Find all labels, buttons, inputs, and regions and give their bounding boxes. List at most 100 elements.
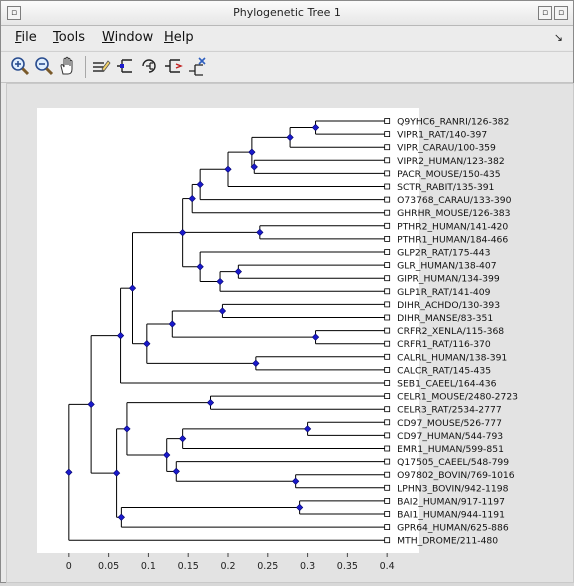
leaf-label: CRFR2_XENLA/115-368 (397, 326, 504, 337)
leaf-marker (384, 288, 391, 295)
rotate-branch-icon[interactable] (138, 55, 160, 77)
leaf-label: CELR3_RAT/2534-2777 (397, 405, 502, 416)
leaf-marker (384, 458, 391, 465)
leaf-label: BAI2_HUMAN/917-1197 (397, 496, 505, 507)
leaf-label: Q17505_CAEEL/548-799 (397, 457, 509, 468)
leaf-label: VIPR2_HUMAN/123-382 (397, 156, 505, 167)
leaf-marker (384, 393, 391, 400)
toolbar (1, 51, 573, 83)
leaf-marker (384, 366, 391, 373)
tree-node (163, 451, 171, 459)
plot-area[interactable]: Q9YHC6_RANRI/126-382 VIPR1_RAT/140-397 VIP… (6, 83, 574, 583)
prune-icon[interactable] (186, 55, 208, 77)
leaf-marker (384, 170, 391, 177)
rename-icon[interactable] (90, 55, 112, 77)
leaf-marker (384, 524, 391, 531)
leaf-marker (384, 471, 391, 478)
leaf-marker (384, 445, 391, 452)
tree-node (224, 165, 232, 173)
x-tick-label: 0.1 (141, 561, 156, 572)
title-bar[interactable]: ▫ Phylogenetic Tree 1 ▫ ▫ (1, 1, 573, 26)
leaf-marker (384, 262, 391, 269)
leaf-marker (384, 484, 391, 491)
tree-node (311, 123, 320, 132)
zoom-in-icon[interactable] (9, 55, 31, 77)
leaf-label: PTHR1_HUMAN/184-466 (397, 234, 508, 245)
leaf-marker (384, 340, 391, 347)
leaf-label: GHRHR_MOUSE/126-383 (397, 208, 510, 219)
x-tick-label: 0.05 (98, 561, 119, 572)
leaf-label: CRFR1_RAT/116-370 (397, 339, 491, 350)
leaf-label: GLR_HUMAN/138-407 (397, 261, 497, 272)
leaf-label: PTHR2_HUMAN/141-420 (397, 221, 508, 232)
tree-node (196, 263, 204, 271)
tree-node (179, 435, 187, 443)
tree-node (179, 229, 187, 237)
tree-node (112, 469, 121, 477)
leaf-label: CALRL_HUMAN/138-391 (397, 352, 507, 363)
leaf-marker (384, 380, 391, 386)
tree-node (128, 284, 137, 292)
tree-node (234, 268, 242, 276)
leaf-label: GLP1R_RAT/141-409 (397, 287, 490, 298)
tree-node (252, 359, 260, 367)
leaf-label: EMR1_HUMAN/599-851 (397, 444, 504, 455)
tree-node (196, 180, 204, 189)
window-menu-button[interactable]: ▫ (7, 6, 21, 20)
leaf-label: GIPR_HUMAN/134-399 (397, 274, 500, 285)
leaf-label: LPHN3_BOVIN/942-1198 (397, 483, 508, 494)
leaf-marker (384, 353, 391, 360)
leaf-label: O73768_CARAU/133-390 (397, 195, 511, 206)
zoom-out-icon[interactable] (33, 55, 55, 77)
leaf-label: VIPR_CARAU/100-359 (397, 143, 496, 154)
toolbar-separator (85, 56, 86, 78)
leaf-marker (384, 511, 391, 517)
tree-node (65, 468, 73, 476)
leaf-label: DIHR_MANSE/83-351 (397, 313, 493, 324)
x-tick-label: 0.35 (337, 561, 358, 572)
leaf-label: BAI1_HUMAN/944-1191 (397, 510, 505, 521)
menu-help[interactable]: Help (164, 30, 194, 45)
close-button[interactable]: ▫ (554, 6, 568, 20)
leaf-marker (384, 314, 391, 321)
x-tick-label: 0.15 (178, 561, 199, 572)
tree-node (188, 194, 196, 203)
x-tick-label: 0 (66, 561, 72, 572)
corner-arrow-icon[interactable]: ↘ (553, 31, 563, 44)
leaf-marker (384, 222, 391, 229)
tree-node (292, 477, 300, 485)
leaf-marker (384, 196, 391, 203)
leaf-marker (384, 131, 391, 137)
minimize-button[interactable]: ▫ (538, 6, 552, 20)
x-tick-label: 0.2 (220, 561, 235, 572)
tree-node (216, 277, 224, 286)
tree-node (250, 163, 258, 171)
leaf-label: MTH_DROME/211-480 (397, 536, 498, 547)
tree-node (296, 503, 304, 512)
leaf-marker (384, 327, 391, 334)
leaf-marker (384, 406, 391, 413)
menu-tools[interactable]: Tools (53, 30, 86, 45)
tree-node (303, 425, 312, 433)
tree-node (87, 400, 95, 408)
x-tick-label: 0.3 (300, 561, 315, 572)
collapse-branch-icon[interactable] (114, 55, 136, 77)
menu-file[interactable]: File (15, 30, 37, 45)
tree-node (206, 399, 215, 407)
pan-hand-icon[interactable] (57, 55, 79, 77)
leaf-label: VIPR1_RAT/140-397 (397, 130, 487, 141)
phylogenetic-tree-chart[interactable]: Q9YHC6_RANRI/126-382 VIPR1_RAT/140-397 VIP… (7, 84, 573, 582)
reroot-icon[interactable] (162, 55, 184, 77)
menu-window[interactable]: Window (102, 30, 154, 45)
leaf-label: CD97_MOUSE/526-777 (397, 418, 502, 429)
leaf-marker (384, 419, 391, 426)
window-title: Phylogenetic Tree 1 (233, 6, 341, 19)
leaf-label: SCTR_RABIT/135-391 (397, 182, 494, 193)
leaf-label: GLP2R_RAT/175-443 (397, 248, 490, 259)
leaf-label: CELR1_MOUSE/2480-2723 (397, 392, 518, 403)
menu-bar: File Tools Window Help ↘ (1, 26, 573, 50)
tree-node (123, 425, 131, 433)
leaf-marker (384, 183, 391, 190)
leaf-marker (384, 235, 391, 242)
